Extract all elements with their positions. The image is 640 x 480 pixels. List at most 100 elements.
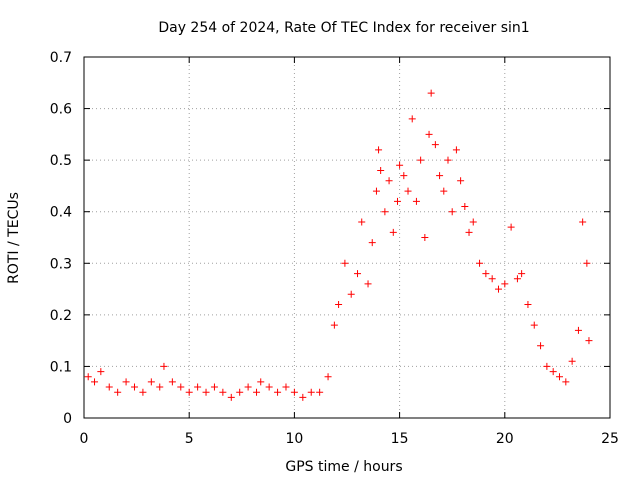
data-point bbox=[364, 280, 372, 288]
data-point bbox=[299, 393, 307, 401]
data-point bbox=[444, 156, 452, 164]
data-point bbox=[461, 203, 469, 211]
data-point bbox=[358, 218, 366, 226]
data-point bbox=[210, 383, 218, 391]
data-point bbox=[381, 208, 389, 216]
data-point bbox=[396, 161, 404, 169]
data-point bbox=[400, 172, 408, 180]
data-point bbox=[556, 373, 564, 381]
data-point bbox=[335, 301, 343, 309]
y-tick-label: 0.4 bbox=[50, 205, 72, 221]
chart-title: Day 254 of 2024, Rate Of TEC Index for r… bbox=[158, 20, 529, 36]
data-point bbox=[412, 197, 420, 205]
x-tick-label: 0 bbox=[80, 431, 89, 447]
data-point bbox=[244, 383, 252, 391]
data-point bbox=[257, 378, 265, 386]
data-point bbox=[488, 275, 496, 283]
data-point bbox=[393, 197, 401, 205]
data-point bbox=[507, 223, 515, 231]
data-point bbox=[219, 388, 227, 396]
data-point bbox=[494, 285, 502, 293]
grid bbox=[84, 57, 610, 418]
data-point bbox=[290, 388, 298, 396]
data-point bbox=[425, 130, 433, 138]
y-axis-label: ROTI / TECUs bbox=[6, 192, 22, 284]
x-tick-label: 15 bbox=[391, 431, 409, 447]
data-point bbox=[368, 239, 376, 247]
data-points bbox=[84, 89, 593, 401]
data-point bbox=[105, 383, 113, 391]
data-point bbox=[574, 326, 582, 334]
data-point bbox=[122, 378, 130, 386]
x-tick-label: 20 bbox=[496, 431, 514, 447]
data-point bbox=[354, 270, 362, 278]
y-tick-label: 0.2 bbox=[50, 308, 72, 324]
data-point bbox=[84, 373, 92, 381]
data-point bbox=[417, 156, 425, 164]
data-point bbox=[375, 146, 383, 154]
data-point bbox=[177, 383, 185, 391]
data-point bbox=[465, 228, 473, 236]
data-point bbox=[91, 378, 99, 386]
data-point bbox=[482, 270, 490, 278]
data-point bbox=[156, 383, 164, 391]
data-point bbox=[168, 378, 176, 386]
data-point bbox=[537, 342, 545, 350]
data-point bbox=[130, 383, 138, 391]
x-axis-label: GPS time / hours bbox=[285, 459, 402, 475]
x-tick-label: 25 bbox=[601, 431, 619, 447]
data-point bbox=[97, 368, 105, 376]
data-point bbox=[185, 388, 193, 396]
y-tick-label: 0.7 bbox=[50, 50, 72, 66]
data-point bbox=[431, 141, 439, 149]
data-point bbox=[452, 146, 460, 154]
x-tick-label: 5 bbox=[185, 431, 194, 447]
data-point bbox=[568, 357, 576, 365]
plot-frame bbox=[83, 56, 611, 419]
data-point bbox=[194, 383, 202, 391]
data-point bbox=[440, 187, 448, 195]
data-point bbox=[583, 259, 591, 267]
data-point bbox=[372, 187, 380, 195]
y-tick-label: 0.5 bbox=[50, 153, 72, 169]
data-point bbox=[421, 234, 429, 241]
data-point bbox=[324, 373, 332, 381]
y-tick-label: 0.1 bbox=[50, 359, 72, 375]
data-point bbox=[549, 368, 557, 376]
data-point bbox=[202, 388, 210, 396]
data-point bbox=[543, 362, 551, 370]
data-point bbox=[282, 383, 290, 391]
data-point bbox=[513, 275, 521, 283]
data-point bbox=[139, 388, 147, 396]
data-point bbox=[469, 218, 477, 226]
data-point bbox=[476, 259, 484, 267]
data-point bbox=[253, 388, 261, 396]
data-point bbox=[114, 388, 122, 396]
data-point bbox=[377, 166, 385, 174]
data-point bbox=[404, 187, 412, 195]
data-point bbox=[307, 388, 315, 396]
y-tick-label: 0 bbox=[63, 411, 72, 427]
data-point bbox=[274, 388, 282, 396]
data-point bbox=[530, 321, 538, 329]
data-point bbox=[427, 89, 435, 97]
data-point bbox=[524, 301, 532, 309]
data-point bbox=[562, 378, 570, 386]
data-point bbox=[579, 218, 587, 226]
data-point bbox=[501, 280, 509, 288]
data-point bbox=[341, 259, 349, 267]
data-point bbox=[347, 290, 355, 298]
data-point bbox=[330, 321, 338, 329]
data-point bbox=[227, 393, 235, 401]
data-point bbox=[585, 337, 593, 345]
data-point bbox=[448, 208, 456, 216]
y-tick-label: 0.6 bbox=[50, 102, 72, 118]
data-point bbox=[389, 228, 397, 236]
data-point bbox=[265, 383, 273, 391]
data-point bbox=[385, 177, 393, 185]
data-point bbox=[518, 270, 526, 278]
data-point bbox=[160, 362, 168, 370]
data-point bbox=[457, 177, 465, 185]
